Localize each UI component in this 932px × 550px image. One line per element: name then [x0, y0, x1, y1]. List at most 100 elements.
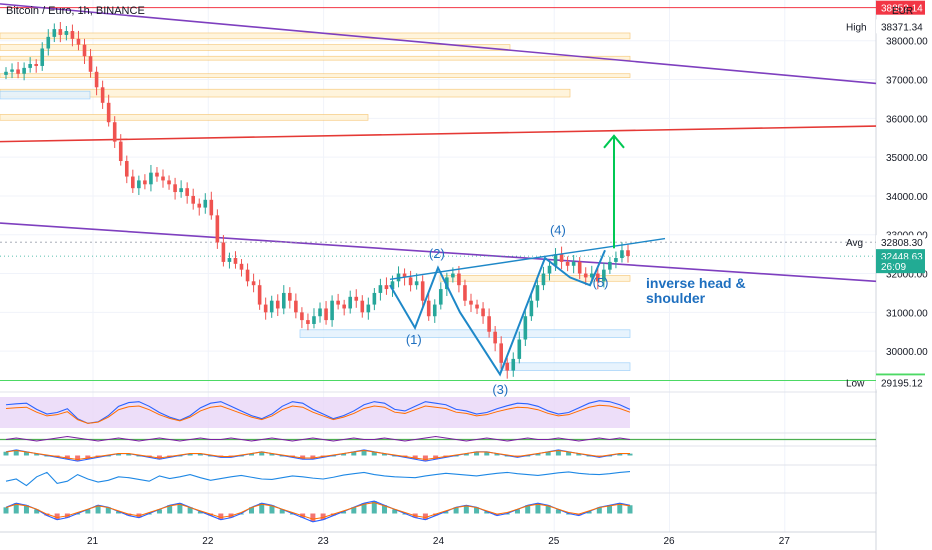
- price-tag-high: [876, 19, 925, 34]
- trend-lines: [0, 3, 877, 382]
- candle-body: [300, 312, 304, 321]
- time-tick: 21: [87, 536, 99, 547]
- candle-body: [614, 258, 618, 262]
- candle: [185, 182, 189, 204]
- price-tick: 38000.00: [886, 37, 928, 48]
- candle-body: [4, 71, 8, 75]
- hist-bar: [197, 511, 203, 514]
- candle: [608, 256, 612, 274]
- hist-bar: [218, 513, 224, 520]
- candle-body: [432, 304, 437, 317]
- hist-bar: [269, 453, 275, 456]
- candle: [523, 310, 528, 347]
- candle: [52, 23, 57, 43]
- hist-bar: [617, 503, 623, 514]
- hist-bar: [85, 509, 91, 514]
- candle-body: [131, 176, 135, 189]
- candle: [4, 67, 8, 80]
- hist-bar: [555, 449, 561, 456]
- hist-bar: [484, 451, 490, 456]
- hist-bar: [300, 455, 306, 460]
- candle: [620, 242, 624, 263]
- currency-label[interactable]: EUR: [892, 6, 913, 17]
- candle-body: [372, 292, 377, 305]
- time-axis[interactable]: 21 22 23 24 25 26 27: [87, 536, 790, 547]
- price-axis[interactable]: 30000.0031000.0032000.0033000.0034000.00…: [846, 0, 932, 550]
- candle: [565, 256, 570, 272]
- target-arrow-head: [603, 134, 625, 149]
- elliott-pattern: (1) (2) (3) (4) (5): [389, 134, 666, 397]
- candle-body: [559, 254, 564, 262]
- candle-body: [408, 277, 413, 286]
- osc-line-2: [5, 404, 631, 424]
- hist-bar: [249, 507, 255, 514]
- candle: [499, 336, 503, 369]
- hist-bar: [555, 509, 561, 514]
- candle: [281, 285, 286, 315]
- candle: [124, 155, 129, 184]
- candle: [300, 307, 304, 329]
- osc-line: [5, 470, 631, 487]
- pattern-zigzag: [389, 249, 606, 377]
- candle-body: [112, 122, 117, 142]
- osc-line-2: [5, 502, 631, 520]
- candle-body: [438, 289, 443, 305]
- candle-body: [100, 87, 105, 103]
- hist-bar: [23, 505, 29, 514]
- price-tick: 32000.00: [886, 270, 928, 281]
- hist-bar: [259, 451, 265, 456]
- candle-body: [46, 36, 51, 49]
- candle-body: [10, 69, 14, 72]
- candle: [354, 289, 359, 308]
- candle-body: [505, 362, 510, 371]
- candle-body: [149, 172, 153, 185]
- price-tag-avg: [876, 235, 925, 250]
- candle-body: [457, 273, 461, 286]
- candle-body: [257, 285, 262, 305]
- hist-bar: [54, 513, 60, 520]
- candle-body: [463, 285, 467, 301]
- hist-bar: [627, 453, 633, 456]
- candle: [16, 61, 20, 79]
- candle: [324, 301, 328, 325]
- candle-body: [318, 308, 322, 317]
- candle-body: [209, 199, 214, 216]
- candle-body: [34, 64, 38, 66]
- candle-body: [64, 31, 69, 35]
- candle: [46, 29, 51, 56]
- candle: [88, 48, 93, 78]
- candle-body: [451, 273, 455, 278]
- candle: [571, 254, 576, 274]
- candle-body: [22, 67, 26, 74]
- candle-body: [523, 316, 528, 340]
- candle: [475, 299, 479, 315]
- candle-body: [414, 281, 419, 286]
- candle: [197, 198, 202, 216]
- price-tick: 37000.00: [886, 76, 928, 87]
- zone-box: [0, 44, 511, 51]
- hist-bar: [381, 453, 387, 456]
- candle-body: [426, 300, 431, 317]
- time-tick: 26: [664, 536, 676, 547]
- price-tag-value: 38371.34: [881, 22, 923, 33]
- hist-bar: [187, 507, 193, 514]
- candle-body: [481, 308, 485, 317]
- wave-label: (3): [492, 382, 508, 397]
- candle: [179, 180, 183, 198]
- candle: [28, 57, 32, 73]
- candle-body: [529, 300, 534, 317]
- hist-bar: [156, 455, 162, 460]
- candle: [438, 282, 443, 310]
- candle: [614, 251, 618, 269]
- hist-bar: [249, 453, 255, 456]
- price-tag-value: 26:09: [881, 262, 906, 273]
- candle: [559, 246, 564, 270]
- candle: [58, 21, 63, 43]
- time-tick: 25: [548, 536, 560, 547]
- candle: [360, 295, 365, 318]
- hist-bar: [514, 509, 520, 514]
- hist-bar: [116, 453, 122, 456]
- candle: [318, 302, 322, 323]
- hist-bar: [3, 451, 9, 456]
- candle: [626, 244, 630, 263]
